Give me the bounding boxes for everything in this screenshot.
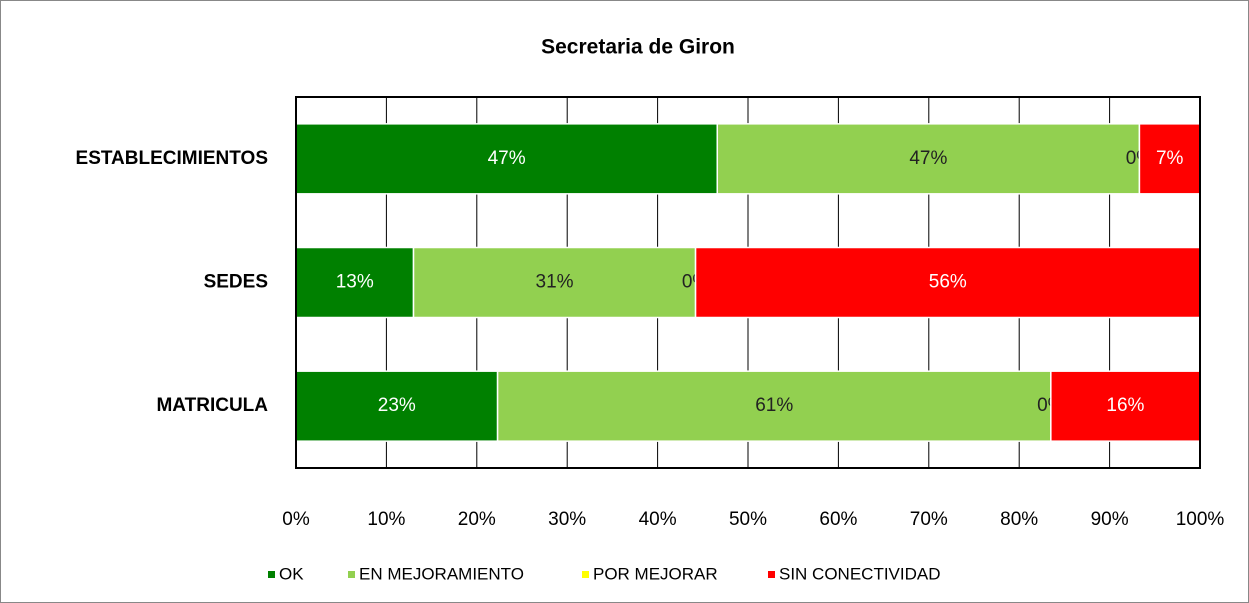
data-label: 16% [1106,395,1144,416]
legend-marker [268,571,275,578]
x-tick-label: 50% [729,509,767,530]
y-tick-label: ESTABLECIMIENTOS [76,148,268,169]
data-label: 7% [1156,148,1184,169]
legend-marker [582,571,589,578]
bar-segment [716,123,1141,195]
bar-segment [295,370,499,442]
legend-marker [768,571,775,578]
data-label: 31% [536,272,574,293]
x-tick-label: 80% [1000,509,1038,530]
legend-marker [348,571,355,578]
data-label: 61% [755,395,793,416]
y-tick-label: MATRICULA [156,395,268,416]
x-tick-label: 30% [548,509,586,530]
x-tick-label: 90% [1091,509,1129,530]
data-label: 47% [488,148,526,169]
x-tick-label: 40% [639,509,677,530]
data-label: 47% [909,148,947,169]
bar-segment [295,123,719,195]
data-label: 23% [378,395,416,416]
x-tick-label: 10% [367,509,405,530]
chart-title: Secretaria de Giron [541,36,735,59]
legend-label: POR MEJORAR [593,564,718,583]
data-label: 13% [336,272,374,293]
legend-label: SIN CONECTIVIDAD [779,564,941,583]
bar-segment [694,246,1201,319]
bar-segment [1138,123,1201,195]
plot-border [295,96,1201,469]
bar-segment [496,370,1052,442]
bar-segment [1050,370,1201,442]
x-tick-label: 70% [910,509,948,530]
x-tick-label: 60% [819,509,857,530]
x-tick-label: 100% [1176,509,1225,530]
data-label: 56% [929,272,967,293]
x-tick-label: 0% [282,509,310,530]
legend-label: EN MEJORAMIENTO [359,564,524,583]
x-tick-label: 20% [458,509,496,530]
legend-label: OK [279,564,304,583]
y-tick-label: SEDES [204,272,268,293]
